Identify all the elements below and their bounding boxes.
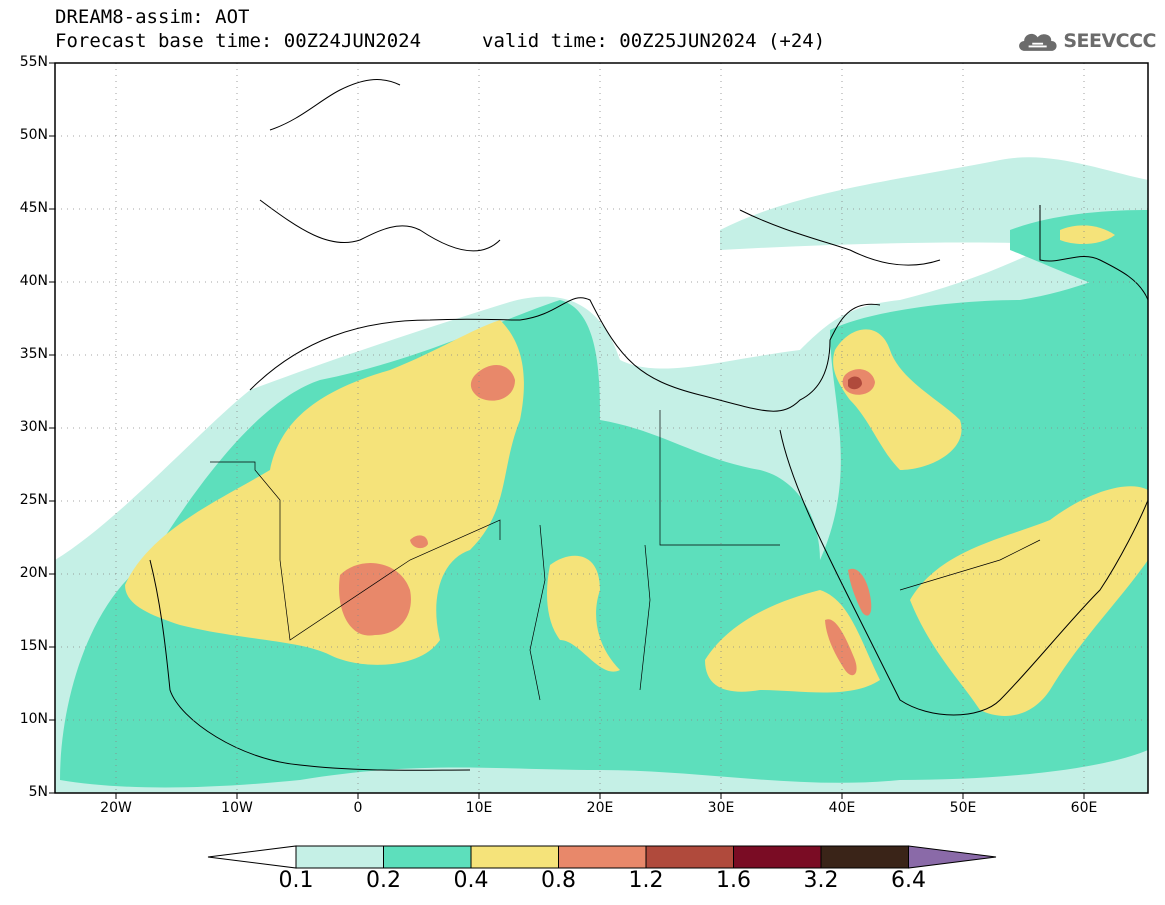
colorbar-label: 3.2 (803, 868, 839, 893)
lat-label: 40N (19, 273, 48, 289)
lon-label: 30E (707, 800, 735, 816)
lon-label: 60E (1070, 800, 1098, 816)
lat-label: 30N (19, 419, 48, 435)
lon-label: 0 (353, 800, 363, 816)
lat-label: 50N (19, 127, 48, 143)
lat-label: 35N (19, 346, 48, 362)
colorbar-label: 1.6 (716, 868, 751, 893)
map-title: DREAM8-assim: AOT (55, 6, 250, 28)
lat-label: 45N (19, 200, 48, 216)
graticule (55, 63, 1148, 793)
lon-label: 20W (100, 800, 132, 816)
colorbar-label: 0.1 (278, 868, 314, 893)
aot-field (55, 79, 1148, 793)
colorbar-label: 0.8 (541, 868, 576, 893)
seevccc-logo: SEEVCCC (1016, 24, 1156, 58)
colorbar-label: 1.2 (628, 868, 664, 893)
logo-text: SEEVCCC (1063, 30, 1156, 52)
colorbar-label: 0.4 (453, 868, 489, 893)
lon-label: 40E (828, 800, 856, 816)
colorbar (207, 845, 997, 869)
lon-label: 10W (221, 800, 253, 816)
cloud-icon (1019, 33, 1057, 51)
lat-label: 25N (19, 492, 48, 508)
base-time-label: Forecast base time: 00Z24JUN2024 (55, 30, 422, 52)
lat-label: 15N (19, 638, 48, 654)
colorbar-label: 0.2 (366, 868, 401, 893)
lat-label: 20N (19, 565, 48, 581)
lon-label: 20E (586, 800, 614, 816)
lon-label: 50E (949, 800, 977, 816)
lat-label: 55N (19, 54, 48, 70)
colorbar-label: 6.4 (891, 868, 926, 893)
lat-label: 5N (28, 784, 48, 800)
lon-label: 10E (465, 800, 493, 816)
lat-label: 10N (19, 711, 48, 727)
valid-time-label: valid time: 00Z25JUN2024 (+24) (482, 30, 826, 52)
